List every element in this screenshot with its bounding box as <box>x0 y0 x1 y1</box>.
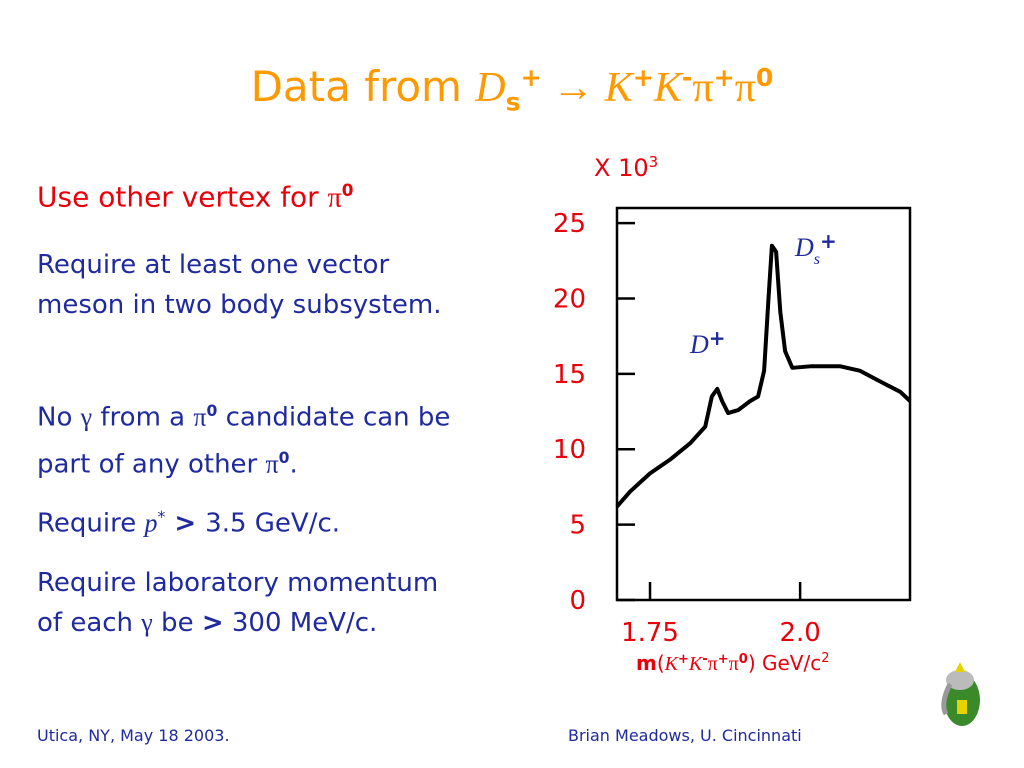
x-tick-label: 2.0 <box>779 618 820 648</box>
title-text: K <box>653 65 682 111</box>
bullet-text: > <box>165 508 206 539</box>
bullet-text: 0 <box>278 448 290 467</box>
title-text: K <box>604 65 633 111</box>
bullet-text: 3.5 GeV/c. <box>205 508 341 539</box>
annotation: D+ <box>689 326 726 359</box>
bullet-text: candidate can be part of any other <box>37 402 451 480</box>
x-axis-label-text: π <box>729 653 739 675</box>
title-text: π <box>692 65 714 111</box>
x-axis-label-text: K <box>688 653 704 675</box>
title-text: D <box>475 65 506 111</box>
x-axis-label-text: ( <box>657 651 665 675</box>
plot-frame <box>615 206 912 602</box>
bullet: Require p* > 3.5 GeV/c. <box>37 497 467 544</box>
bullet-text: 0 <box>206 402 218 420</box>
title-text: 0 <box>755 63 774 92</box>
title-text: + <box>632 63 654 92</box>
title-text: π <box>734 65 756 111</box>
x-axis-label-text: 2 <box>821 651 829 666</box>
y-tick-label: 25 <box>553 209 586 239</box>
bullet-text: Require at least one vector meson in two… <box>37 250 442 320</box>
y-multiplier-text: X 10 <box>594 154 649 182</box>
bullet-text: π <box>265 449 279 479</box>
x-tick-label: 1.75 <box>621 618 679 648</box>
bullet-text: γ <box>141 608 153 637</box>
bullet-text: π <box>193 402 207 432</box>
title-text: → <box>541 65 605 111</box>
annotation: Ds+ <box>794 229 837 268</box>
bullet-text: . <box>289 449 298 480</box>
x-axis-label-text: + <box>718 652 729 667</box>
bullet-text: 0 <box>341 180 354 200</box>
data-line <box>615 243 912 508</box>
x-axis-label-text: + <box>678 652 689 667</box>
footer-right: Brian Meadows, U. Cincinnati <box>568 726 802 745</box>
bullet-text: No <box>37 402 81 433</box>
title-text: s <box>505 87 521 117</box>
annotation-text: + <box>820 229 837 253</box>
x-axis-label-text: m <box>636 651 657 675</box>
bullet-text: from a <box>92 402 194 433</box>
x-axis-label-text: K <box>664 653 680 675</box>
bullet-text: Require <box>37 508 145 539</box>
x-axis-label-text: 0 <box>739 652 748 667</box>
y-tick-label: 20 <box>553 284 586 314</box>
annotation-text: D <box>689 330 709 359</box>
bullet: Require laboratory momentum of each γ be… <box>37 563 457 643</box>
footer-left: Utica, NY, May 18 2003. <box>37 726 230 745</box>
bullet: No γ from a π0 candidate can be part of … <box>37 391 467 484</box>
x-axis-label: m(K+K-π+π0) GeV/c2 <box>636 651 830 675</box>
slide-title: Data from Ds+ → K+K-π+π0 <box>0 62 1024 116</box>
title-text: + <box>520 63 542 92</box>
bullet-text: π <box>327 182 342 214</box>
bullet-text: γ <box>80 402 93 432</box>
bullet-text: Require laboratory momentum of each <box>37 568 439 638</box>
bullet-text: * <box>157 508 166 526</box>
x-axis-label-text: π <box>708 653 718 675</box>
y-tick-label: 5 <box>569 511 586 541</box>
bullet: Use other vertex for π0 <box>37 170 467 218</box>
y-multiplier-text: 3 <box>649 153 659 171</box>
y-multiplier: X 103 <box>594 153 658 182</box>
title-text: - <box>681 63 693 92</box>
bullet-text: be <box>152 608 202 638</box>
title-text: Data from <box>250 62 476 111</box>
bullet-text: Use other vertex for <box>37 180 328 214</box>
logo <box>941 662 980 726</box>
bullet: Require at least one vector meson in two… <box>37 245 457 325</box>
y-tick-label: 15 <box>553 360 586 390</box>
annotation-text: s <box>814 251 820 268</box>
annotation-text: D <box>794 233 814 262</box>
bullet-text: > <box>201 608 224 638</box>
bullet-text: p <box>144 508 158 538</box>
x-axis-label-text: ) GeV/c <box>748 651 821 675</box>
y-tick-label: 0 <box>569 586 586 616</box>
y-tick-label: 10 <box>553 435 586 465</box>
annotation-text: + <box>709 326 726 350</box>
bullet-text: 300 MeV/c. <box>223 608 378 638</box>
title-text: + <box>713 63 735 92</box>
x-axis-label-text: - <box>702 652 707 667</box>
